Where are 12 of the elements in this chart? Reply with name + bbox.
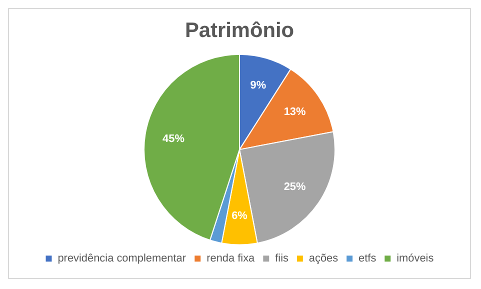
legend-label: imóveis	[396, 252, 434, 265]
data-label: 6%	[232, 210, 248, 222]
data-label: 9%	[250, 80, 266, 92]
data-label: 13%	[284, 106, 306, 118]
legend-label: etfs	[358, 252, 377, 265]
legend-label: renda fixa	[206, 252, 256, 265]
legend-label: ações	[308, 252, 339, 265]
legend-label: previdência complementar	[58, 252, 186, 265]
data-label: 25%	[284, 181, 306, 194]
legend-label: fiis	[275, 252, 290, 265]
chart-title: Patrimônio	[184, 19, 294, 42]
data-label: 45%	[162, 133, 185, 146]
